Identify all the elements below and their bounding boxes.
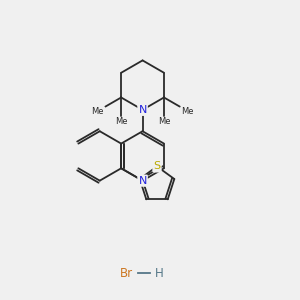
Text: N: N [138,176,147,186]
Text: S: S [154,161,160,171]
Text: Me: Me [181,107,194,116]
Text: H: H [154,267,163,280]
Text: N: N [138,105,147,115]
Text: Me: Me [158,118,170,127]
Text: Me: Me [92,107,104,116]
Text: Br: Br [120,267,133,280]
Text: Me: Me [115,118,128,127]
